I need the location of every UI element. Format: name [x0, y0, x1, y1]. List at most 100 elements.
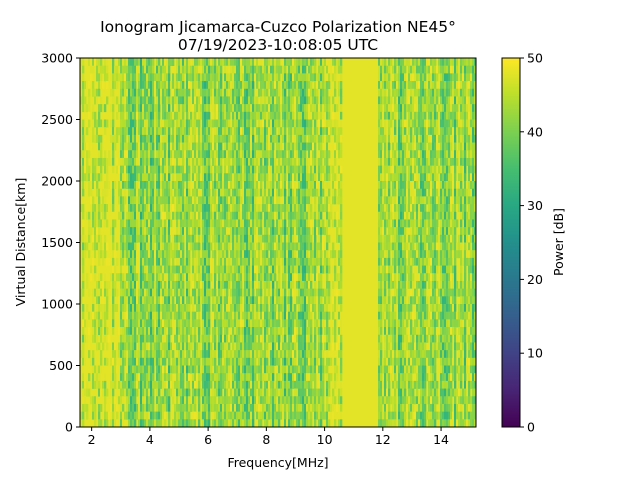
heatmap-cell	[302, 304, 305, 312]
heatmap-cell	[312, 73, 315, 82]
heatmap-cell	[156, 288, 159, 297]
heatmap-cell	[260, 288, 263, 297]
heatmap-cell	[240, 119, 243, 128]
heatmap-cell	[212, 111, 215, 120]
heatmap-cell	[212, 181, 215, 189]
heatmap-cell	[278, 58, 281, 66]
heatmap-cell	[190, 150, 193, 159]
heatmap-cell	[86, 165, 89, 174]
heatmap-cell	[202, 311, 205, 320]
heatmap-cell	[276, 142, 279, 151]
heatmap-cell	[186, 250, 189, 259]
heatmap-cell	[150, 96, 153, 105]
heatmap-cell	[298, 58, 301, 66]
heatmap-cell	[184, 304, 187, 312]
heatmap-cell	[138, 396, 141, 405]
heatmap-cell	[312, 304, 315, 312]
heatmap-cell	[186, 227, 189, 236]
heatmap-cell	[256, 111, 259, 120]
heatmap-cell	[274, 165, 277, 174]
heatmap-cell	[164, 411, 167, 420]
heatmap-cell	[132, 250, 135, 259]
heatmap-cell	[82, 65, 85, 74]
heatmap-cell	[192, 273, 195, 282]
heatmap-cell	[134, 227, 137, 236]
heatmap-cell	[298, 173, 301, 182]
heatmap-cell	[152, 104, 155, 113]
heatmap-cell	[194, 365, 197, 374]
heatmap-cell	[296, 142, 299, 151]
heatmap-cell	[282, 234, 285, 243]
heatmap-cell	[302, 127, 305, 136]
heatmap-cell	[230, 142, 233, 151]
heatmap-cell	[144, 227, 147, 236]
heatmap-cell	[148, 227, 151, 236]
heatmap-cell	[114, 419, 117, 428]
heatmap-cell	[136, 296, 139, 305]
heatmap-cell	[270, 188, 273, 197]
heatmap-cell	[192, 111, 195, 120]
heatmap-cell	[102, 65, 105, 74]
heatmap-cell	[266, 242, 269, 251]
heatmap-cell	[302, 419, 305, 428]
heatmap-cell	[314, 181, 317, 189]
heatmap-cell	[260, 304, 263, 312]
heatmap-cell	[296, 365, 299, 374]
heatmap-cell	[244, 104, 247, 113]
heatmap-cell	[266, 127, 269, 136]
heatmap-cell	[254, 219, 257, 228]
heatmap-cell	[134, 204, 137, 213]
heatmap-cell	[82, 411, 85, 420]
heatmap-cell	[260, 119, 263, 128]
heatmap-cell	[282, 257, 285, 266]
heatmap-cell	[216, 365, 219, 374]
heatmap-cell	[272, 96, 275, 105]
heatmap-cell	[116, 411, 119, 420]
heatmap-cell	[174, 211, 177, 220]
heatmap-cell	[308, 327, 311, 336]
heatmap-cell	[100, 157, 103, 166]
heatmap-cell	[162, 365, 165, 374]
heatmap-cell	[292, 65, 295, 74]
heatmap-cell	[138, 127, 141, 136]
heatmap-cell	[214, 327, 217, 336]
heatmap-cell	[292, 58, 295, 66]
heatmap-cell	[156, 227, 159, 236]
heatmap-cell	[320, 173, 323, 182]
heatmap-cell	[248, 365, 251, 374]
heatmap-cell	[126, 373, 129, 382]
heatmap-cell	[120, 88, 123, 97]
heatmap-cell	[306, 234, 309, 243]
heatmap-cell	[198, 403, 201, 412]
heatmap-cell	[196, 227, 199, 236]
heatmap-cell	[320, 104, 323, 113]
heatmap-cell	[116, 81, 119, 90]
heatmap-cell	[188, 342, 191, 351]
heatmap-cell	[238, 73, 241, 82]
heatmap-cell	[306, 304, 309, 312]
heatmap-cell	[204, 204, 207, 213]
heatmap-cell	[256, 204, 259, 213]
heatmap-cell	[148, 350, 151, 359]
heatmap-cell	[228, 165, 231, 174]
heatmap-cell	[306, 265, 309, 274]
heatmap-cell	[250, 173, 253, 182]
heatmap-cell	[254, 357, 257, 366]
heatmap-cell	[200, 96, 203, 105]
heatmap-cell	[192, 88, 195, 97]
heatmap-cell	[318, 411, 321, 420]
heatmap-cell	[220, 196, 223, 205]
heatmap-cell	[186, 119, 189, 128]
heatmap-cell	[130, 111, 133, 120]
heatmap-cell	[306, 411, 309, 420]
heatmap-cell	[312, 96, 315, 105]
heatmap-cell	[254, 250, 257, 259]
heatmap-cell	[310, 388, 313, 397]
heatmap-cell	[142, 350, 145, 359]
heatmap-cell	[142, 181, 145, 189]
heatmap-cell	[188, 88, 191, 97]
heatmap-cell	[94, 396, 97, 405]
heatmap-cell	[178, 173, 181, 182]
heatmap-cell	[140, 365, 143, 374]
heatmap-cell	[274, 96, 277, 105]
